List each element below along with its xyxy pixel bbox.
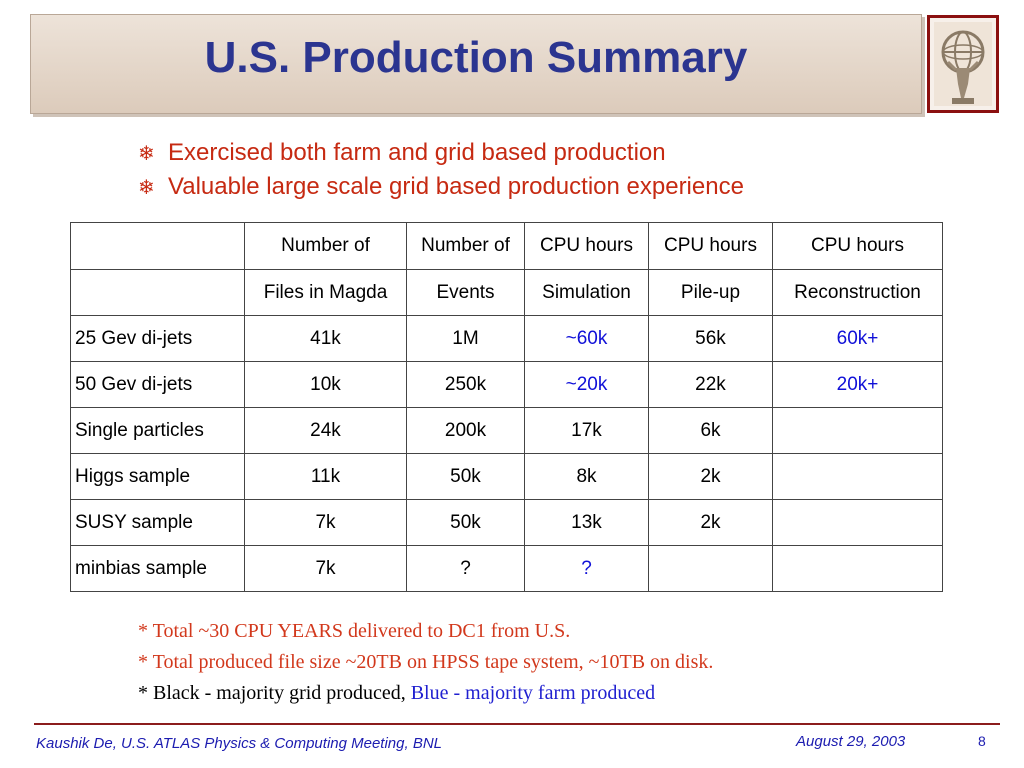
title-banner: U.S. Production Summary (30, 14, 922, 114)
table-cell: 200k (406, 407, 525, 454)
table-row: Single particles 24k 200k 17k 6k (70, 407, 943, 454)
table-cell: ~60k (524, 315, 649, 362)
table-cell: 20k+ (772, 361, 943, 408)
table-header-cell: CPU hours (648, 222, 773, 270)
table-cell: 1M (406, 315, 525, 362)
row-label: Higgs sample (70, 453, 245, 500)
table-cell: 2k (648, 453, 773, 500)
table-cell (772, 545, 943, 592)
table-cell: 50k (406, 499, 525, 546)
table-header-cell (70, 222, 245, 270)
notes: * Total ~30 CPU YEARS delivered to DC1 f… (138, 616, 713, 709)
table-cell: 10k (244, 361, 407, 408)
bullet-item: ❄ Valuable large scale grid based produc… (138, 170, 744, 204)
table-header-row: Files in Magda Events Simulation Pile-up… (70, 269, 943, 316)
table-cell: ~20k (524, 361, 649, 408)
table-header-cell: Pile-up (648, 269, 773, 316)
bullet-list: ❄ Exercised both farm and grid based pro… (138, 136, 744, 204)
footer-author: Kaushik De, U.S. ATLAS Physics & Computi… (36, 735, 443, 752)
bullet-text: Exercised both farm and grid based produ… (168, 139, 666, 166)
table-cell: 6k (648, 407, 773, 454)
table-cell: ? (524, 545, 649, 592)
note-total-cpu: * Total ~30 CPU YEARS delivered to DC1 f… (138, 620, 571, 642)
table-cell: 7k (244, 499, 407, 546)
row-label: Single particles (70, 407, 245, 454)
snowflake-icon: ❄ (138, 176, 155, 199)
table-header-cell: Simulation (524, 269, 649, 316)
row-label: minbias sample (70, 545, 245, 592)
table-cell (772, 453, 943, 500)
table-cell: 8k (524, 453, 649, 500)
table-header-cell: Number of (406, 222, 525, 270)
table-cell (772, 499, 943, 546)
table-header-cell: CPU hours (524, 222, 649, 270)
note-color-legend: * Black - majority grid produced, Blue -… (138, 678, 713, 709)
table-row: 50 Gev di-jets 10k 250k ~20k 22k 20k+ (70, 361, 943, 408)
table-cell: 17k (524, 407, 649, 454)
table-header-cell: Reconstruction (772, 269, 943, 316)
table-header-cell: Number of (244, 222, 407, 270)
footer-divider (34, 723, 1000, 725)
bullet-item: ❄ Exercised both farm and grid based pro… (138, 136, 744, 170)
table-cell: 60k+ (772, 315, 943, 362)
page-number: 8 (978, 733, 986, 749)
table-header-cell (70, 269, 245, 316)
table-cell (772, 407, 943, 454)
row-label: SUSY sample (70, 499, 245, 546)
footer-date: August 29, 2003 (796, 733, 906, 750)
table-header-row: Number of Number of CPU hours CPU hours … (70, 222, 943, 270)
table-cell: 11k (244, 453, 407, 500)
legend-blue-text: Blue - majority farm produced (410, 682, 656, 704)
production-table: Number of Number of CPU hours CPU hours … (70, 222, 943, 592)
row-label: 25 Gev di-jets (70, 315, 245, 362)
table-cell: 250k (406, 361, 525, 408)
table-cell: 22k (648, 361, 773, 408)
atlas-logo (927, 15, 999, 113)
table-cell: 24k (244, 407, 407, 454)
slide-title: U.S. Production Summary (204, 33, 748, 82)
legend-black-text: * Black - majority grid produced, (138, 682, 406, 704)
table-cell: ? (406, 545, 525, 592)
table-cell: 56k (648, 315, 773, 362)
table-cell: 50k (406, 453, 525, 500)
bullet-text: Valuable large scale grid based producti… (168, 173, 744, 200)
table-row: Higgs sample 11k 50k 8k 2k (70, 453, 943, 500)
table-header-cell: CPU hours (772, 222, 943, 270)
table-cell: 7k (244, 545, 407, 592)
table-cell (648, 545, 773, 592)
note-file-size: * Total produced file size ~20TB on HPSS… (138, 651, 714, 673)
table-cell: 41k (244, 315, 407, 362)
table-header-cell: Files in Magda (244, 269, 407, 316)
table-row: SUSY sample 7k 50k 13k 2k (70, 499, 943, 546)
row-label: 50 Gev di-jets (70, 361, 245, 408)
table-cell: 13k (524, 499, 649, 546)
snowflake-icon: ❄ (138, 142, 155, 165)
table-row: minbias sample 7k ? ? (70, 545, 943, 592)
table-header-cell: Events (406, 269, 525, 316)
table-row: 25 Gev di-jets 41k 1M ~60k 56k 60k+ (70, 315, 943, 362)
atlas-statue-icon (934, 22, 992, 106)
table-cell: 2k (648, 499, 773, 546)
